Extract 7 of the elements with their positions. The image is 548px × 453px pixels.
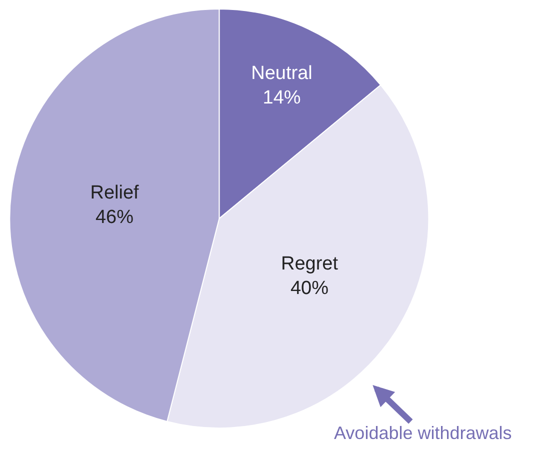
text: Avoidable withdrawals	[334, 423, 512, 443]
data-label: 46%	[95, 207, 134, 228]
slice-label: Regret	[280, 253, 339, 274]
data-label: 14%	[262, 87, 301, 108]
slice-label: Neutral	[251, 62, 312, 84]
data-label: 40%	[290, 278, 329, 299]
slice-label: Relief	[90, 182, 140, 204]
